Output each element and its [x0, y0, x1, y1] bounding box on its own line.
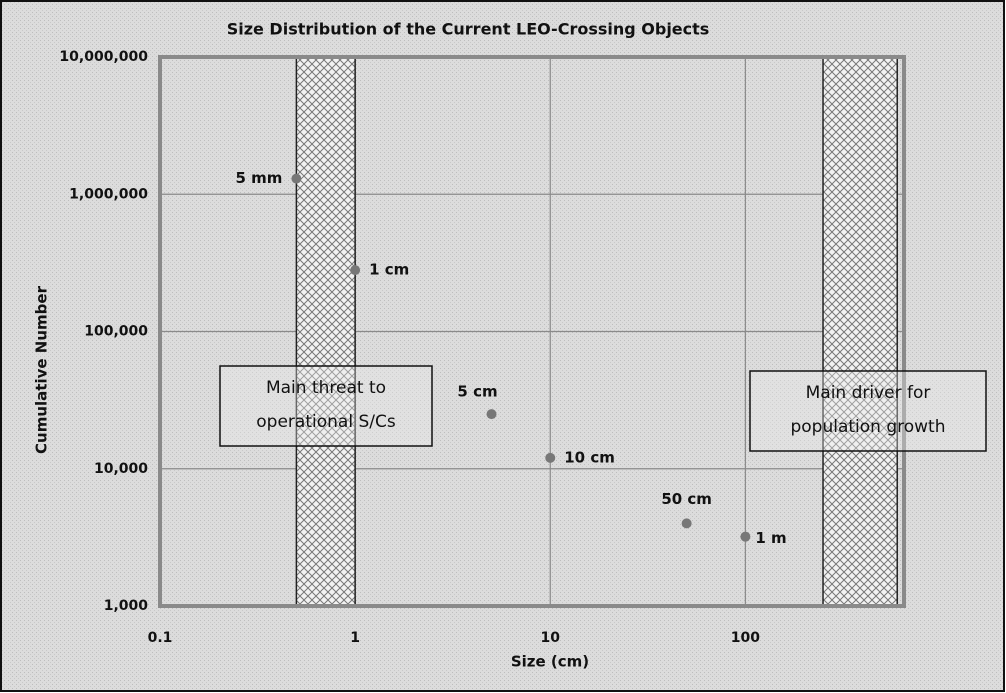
x-tick-label: 10: [541, 630, 561, 646]
annotation-text: operational S/Cs: [256, 412, 396, 432]
y-tick-label: 10,000: [94, 461, 148, 477]
point: [291, 173, 302, 184]
hatched-band: [295, 56, 356, 607]
x-tick-label: 1: [350, 630, 360, 646]
hatched-band: [822, 56, 898, 607]
point: [681, 518, 692, 529]
point-label: 5 cm: [457, 383, 497, 401]
point-label: 1 m: [755, 529, 786, 547]
point-label: 5 mm: [235, 169, 282, 187]
point-label: 1 cm: [369, 261, 409, 279]
point: [486, 409, 497, 420]
annotation-box: [749, 370, 987, 452]
y-axis-label: Cumulative Number: [33, 285, 51, 454]
y-tick-label: 10,000,000: [59, 49, 148, 65]
point: [350, 265, 361, 276]
point-label: 10 cm: [564, 448, 615, 466]
plot-border: [158, 55, 906, 608]
y-tick-label: 1,000: [104, 598, 149, 614]
point-label: 50 cm: [661, 490, 712, 508]
point: [545, 452, 556, 463]
annotation-box: [219, 365, 433, 447]
x-tick-label: 0.1: [148, 630, 173, 646]
y-tick-label: 100,000: [84, 324, 148, 340]
annotation-text: population growth: [790, 417, 945, 437]
x-axis-label: Size (cm): [511, 653, 589, 671]
point: [740, 531, 751, 542]
y-tick-label: 1,000,000: [69, 186, 148, 202]
chart-title: Size Distribution of the Current LEO-Cro…: [227, 20, 710, 39]
annotation-text: Main driver for: [806, 383, 931, 403]
annotation-text: Main threat to: [266, 378, 386, 398]
x-tick-label: 100: [731, 630, 760, 646]
